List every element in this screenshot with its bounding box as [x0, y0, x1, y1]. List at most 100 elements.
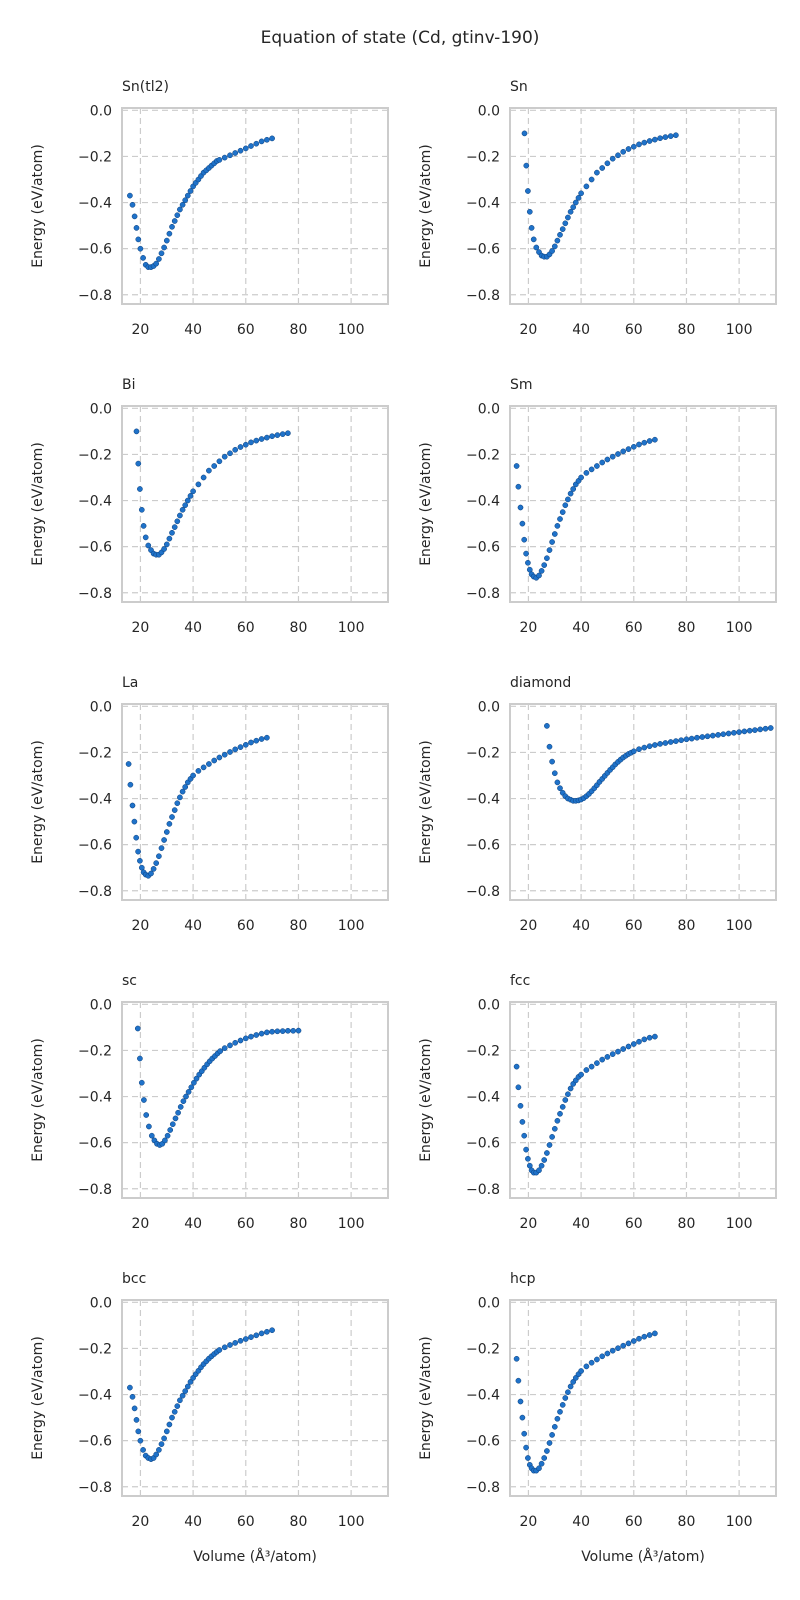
plot-frame [121, 1299, 389, 1497]
data-point [227, 450, 233, 457]
data-point [578, 474, 584, 481]
data-point [652, 1330, 658, 1337]
x-tick-label: 60 [625, 1216, 643, 1232]
data-point [536, 1465, 542, 1472]
data-point [521, 1430, 528, 1437]
x-tick-label: 40 [184, 322, 202, 338]
data-point [174, 1403, 181, 1409]
data-point [620, 148, 627, 155]
plot-frame [509, 703, 777, 901]
data-point [594, 169, 600, 176]
data-point [169, 1414, 175, 1421]
y-axis-label: Energy (eV/atom) [30, 740, 46, 864]
data-point [206, 761, 212, 767]
data-point [652, 436, 658, 443]
y-tick-label: −0.8 [466, 1182, 500, 1198]
data-point [156, 1447, 162, 1453]
plot-frame [509, 1001, 777, 1199]
data-point [588, 176, 595, 183]
data-point [554, 1415, 561, 1422]
x-tick-label: 20 [520, 918, 538, 934]
x-tick-label: 100 [338, 322, 365, 338]
data-point [578, 190, 584, 197]
data-point [554, 237, 561, 244]
data-point [526, 208, 533, 215]
data-point [253, 140, 260, 147]
data-point [163, 1428, 170, 1435]
data-point [594, 1060, 600, 1066]
data-point [557, 1408, 563, 1415]
data-point [166, 535, 173, 542]
x-tick-label: 40 [572, 322, 590, 338]
data-point [135, 460, 142, 467]
data-point [177, 512, 183, 519]
panel-title: Bi [122, 377, 136, 393]
data-point [565, 1091, 571, 1098]
data-point [161, 1435, 167, 1442]
data-point [227, 1342, 233, 1348]
data-point [150, 866, 157, 872]
data-point [767, 725, 774, 731]
data-point [131, 213, 138, 220]
data-point [662, 740, 669, 746]
y-tick-label: −0.6 [466, 540, 500, 556]
subplot-4: Sm 20 40 60 80 100 0.0 −0.2 −0.4 −0.6 −0.8 Energy (… [418, 377, 777, 636]
subplot-7: sc 20 40 60 80 100 0.0 −0.2 −0.4 −0.6 −0.8 Energy (… [30, 973, 389, 1232]
data-point [594, 463, 600, 469]
data-point [554, 523, 561, 529]
data-point [217, 1048, 224, 1054]
data-point [630, 1338, 637, 1344]
data-point [185, 1089, 192, 1095]
data-point [131, 1405, 138, 1412]
data-point [583, 1363, 590, 1370]
data-point [544, 1150, 550, 1156]
panel-title: diamond [510, 675, 571, 691]
y-axis-label: Energy (eV/atom) [30, 1336, 46, 1460]
y-tick-label: 0.0 [478, 1295, 500, 1311]
data-point [544, 723, 550, 729]
data-point [625, 1043, 632, 1050]
y-tick-label: −0.8 [466, 884, 500, 900]
data-point [279, 1028, 286, 1034]
data-point [237, 147, 244, 154]
data-point [636, 746, 642, 753]
data-point [169, 223, 175, 230]
x-tick-label: 80 [290, 322, 308, 338]
data-point [269, 1327, 275, 1334]
data-point [174, 518, 181, 525]
x-tick-label: 100 [338, 620, 365, 636]
data-point [554, 779, 561, 786]
data-point [242, 145, 249, 152]
data-point [519, 520, 526, 527]
data-point [227, 1042, 233, 1049]
data-point [131, 818, 138, 825]
data-point [195, 768, 202, 774]
y-tick-label: −0.2 [466, 1043, 500, 1059]
y-tick-label: −0.8 [78, 1182, 112, 1198]
data-point [646, 1332, 653, 1338]
y-tick-label: −0.6 [78, 242, 112, 258]
data-point [211, 463, 218, 469]
data-point [156, 853, 162, 860]
data-point [232, 1340, 239, 1346]
data-point [533, 244, 540, 251]
y-tick-label: −0.6 [466, 242, 500, 258]
data-point [163, 541, 170, 548]
x-tick-label: 20 [520, 620, 538, 636]
data-point [242, 741, 249, 748]
data-point [169, 1121, 176, 1128]
x-tick-label: 100 [726, 918, 753, 934]
data-point [678, 737, 685, 744]
data-point [538, 1162, 545, 1169]
data-point [166, 821, 173, 827]
y-tick-label: −0.6 [466, 1434, 500, 1450]
data-point [673, 132, 679, 139]
data-point [667, 739, 674, 745]
x-tick-label: 40 [572, 1514, 590, 1530]
y-axis-label: Energy (eV/atom) [418, 1336, 434, 1460]
y-tick-label: −0.4 [466, 196, 500, 212]
data-point [258, 436, 265, 442]
data-point [237, 444, 244, 450]
data-point [253, 1032, 260, 1038]
data-point [232, 150, 239, 156]
